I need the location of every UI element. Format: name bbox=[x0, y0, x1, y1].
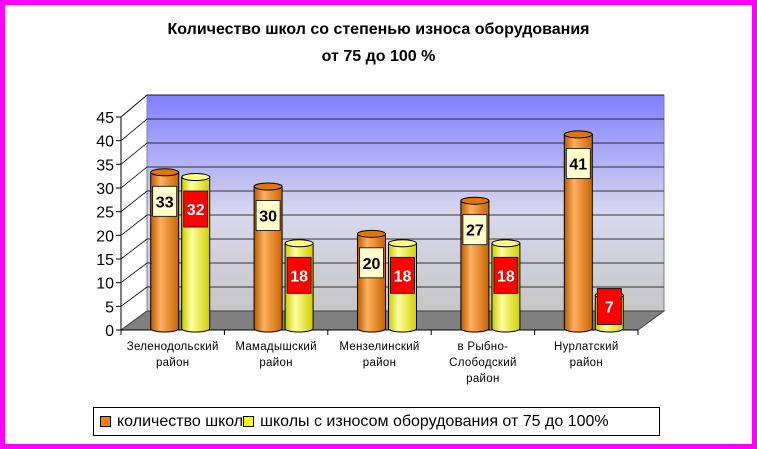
x-tick-label: район bbox=[156, 357, 189, 369]
data-label: 7 bbox=[605, 300, 614, 317]
bar-top bbox=[563, 130, 593, 139]
gridline bbox=[120, 214, 664, 236]
bar-schools-2 bbox=[357, 229, 386, 333]
chart-title: Количество школ со степенью износа обору… bbox=[0, 16, 757, 70]
bar-top bbox=[491, 239, 521, 248]
data-label: 30 bbox=[259, 209, 277, 226]
y-tick-label: 20 bbox=[96, 228, 114, 245]
y-tick-label: 15 bbox=[96, 252, 114, 269]
y-tick-label: 25 bbox=[96, 205, 114, 222]
data-label-box bbox=[359, 247, 384, 279]
x-tick-label: район bbox=[259, 357, 292, 369]
bar-schools-4 bbox=[563, 130, 593, 333]
legend-label-schools: количество школ bbox=[117, 412, 244, 430]
gridline bbox=[120, 190, 664, 212]
legend-item-worn: школы с износом оборудования от 75 до 10… bbox=[243, 412, 609, 431]
x-tick-label: Мензелинский bbox=[339, 341, 419, 353]
data-label: 18 bbox=[394, 268, 412, 285]
data-label-box bbox=[286, 256, 312, 294]
gridline bbox=[120, 166, 664, 189]
data-label-box bbox=[596, 288, 622, 325]
x-tick-label: район bbox=[570, 357, 603, 369]
data-label-box bbox=[565, 148, 591, 179]
data-label: 20 bbox=[363, 256, 381, 273]
data-label: 18 bbox=[497, 268, 515, 285]
legend-item-schools: количество школ bbox=[100, 413, 243, 431]
chart-legend: количество школ школы с износом оборудов… bbox=[93, 407, 660, 436]
bar-top bbox=[357, 229, 386, 238]
x-tick-label: район bbox=[466, 373, 499, 385]
bar-top bbox=[253, 182, 283, 191]
gridline bbox=[120, 94, 664, 118]
data-label-box bbox=[493, 256, 519, 294]
y-tick-label: 10 bbox=[96, 276, 114, 293]
chart-title-line-2: от 75 до 100 % bbox=[321, 48, 436, 65]
y-tick-label: 5 bbox=[105, 299, 114, 316]
data-label-box bbox=[462, 214, 488, 246]
data-label-box bbox=[255, 200, 281, 231]
y-tick-label: 45 bbox=[96, 110, 114, 127]
legend-label-worn: школы с износом оборудования от 75 до 10… bbox=[260, 412, 609, 430]
bar-top bbox=[460, 196, 490, 205]
bar-top bbox=[150, 168, 180, 177]
bar-body bbox=[563, 133, 593, 333]
y-tick-label: 30 bbox=[96, 181, 114, 198]
x-tick-label: в Рыбно- bbox=[457, 341, 508, 353]
bar-top bbox=[284, 239, 314, 248]
bar-top bbox=[181, 173, 211, 182]
data-label-box bbox=[390, 256, 415, 294]
gridline bbox=[120, 118, 664, 141]
legend-swatch-orange bbox=[100, 416, 111, 427]
data-label: 32 bbox=[187, 202, 205, 219]
x-tick-label: Слободский bbox=[449, 357, 517, 369]
y-tick-label: 35 bbox=[96, 157, 114, 174]
chart-title-line-1: Количество школ со степенью износа обору… bbox=[167, 21, 590, 38]
y-tick-label: 0 bbox=[105, 323, 114, 340]
x-tick-label: район bbox=[363, 357, 396, 369]
x-tick-label: Нурлатский bbox=[554, 341, 619, 353]
data-label: 41 bbox=[569, 156, 587, 173]
data-label: 33 bbox=[156, 194, 174, 211]
gridline bbox=[120, 142, 664, 165]
gridline bbox=[120, 238, 664, 260]
data-label-box bbox=[152, 185, 178, 217]
x-tick-label: Зеленодольский bbox=[127, 341, 219, 353]
data-label: 18 bbox=[290, 268, 308, 285]
bar-top bbox=[388, 239, 417, 248]
legend-swatch-yellow bbox=[243, 416, 255, 427]
x-tick-label: Мамадышский bbox=[235, 341, 317, 353]
y-tick-label: 40 bbox=[96, 134, 114, 151]
data-label-box bbox=[183, 190, 209, 228]
data-label: 27 bbox=[466, 223, 484, 240]
